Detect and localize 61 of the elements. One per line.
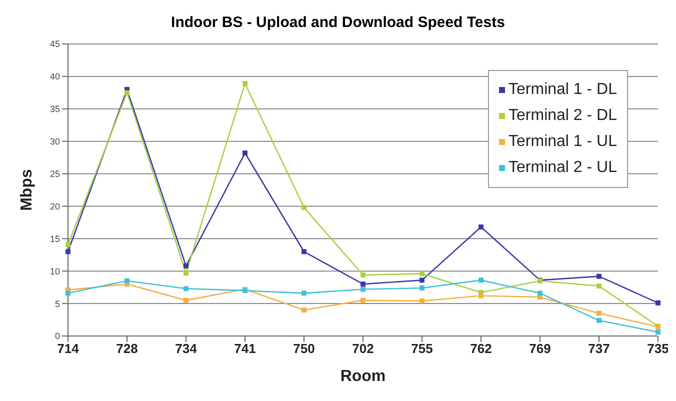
y-tick-label: 25 [50,168,60,179]
y-axis-title: Mbps [18,169,36,211]
y-tick-label: 35 [50,104,60,114]
x-tick-label: 734 [175,341,198,356]
point [420,271,424,276]
point [184,270,188,276]
x-tick-label: 737 [588,341,610,356]
point [360,286,366,292]
y-tick-label: 10 [50,266,60,276]
y-tick-label: 30 [50,136,60,147]
point [360,272,366,278]
x-axis-title: Room [340,368,386,385]
point [656,300,660,306]
y-tick-label: 40 [50,72,60,82]
legend-label: Terminal 1 - UL [508,132,617,152]
point [124,278,130,284]
point [596,318,602,323]
point [596,310,602,316]
y-tick-label: 5 [54,298,60,309]
legend-label: Terminal 2 - DL [508,106,617,126]
point [184,263,188,268]
point [242,81,248,86]
legend-label: Terminal 1 - DL [508,80,617,100]
point [124,90,130,96]
point [66,290,70,296]
x-tick-label: 735 [647,341,669,356]
y-tick-label: 0 [54,331,60,342]
y-tick-label: 15 [50,234,60,244]
x-tick-label: 769 [529,341,551,356]
point [596,274,602,279]
y-tick-label: 45 [50,39,60,50]
x-tick-label: 750 [293,341,315,356]
point [596,284,602,289]
point [302,290,306,296]
point [478,293,484,298]
chart-title: Indoor BS - Upload and Download Speed Tests [170,13,506,33]
point [184,286,188,292]
point [66,242,70,248]
point [538,290,542,296]
point [242,150,248,156]
x-tick-label: 762 [470,341,492,356]
x-tick-label: 702 [352,341,374,356]
point [184,298,188,303]
point [66,249,70,254]
point [420,298,424,304]
x-tick-label: 714 [57,341,80,356]
point [420,285,424,290]
point [478,278,484,283]
point [420,278,424,283]
y-tick-label: 20 [50,201,60,212]
point [302,205,306,210]
x-tick-label: 728 [116,341,138,356]
point [656,330,660,335]
legend-label: Terminal 2 - UL [508,158,617,178]
point [360,298,366,303]
x-tick-label: 755 [411,341,433,356]
x-tick-label: 741 [234,341,256,356]
point [302,249,306,254]
point [302,308,306,313]
point [360,282,366,287]
point [478,224,484,230]
